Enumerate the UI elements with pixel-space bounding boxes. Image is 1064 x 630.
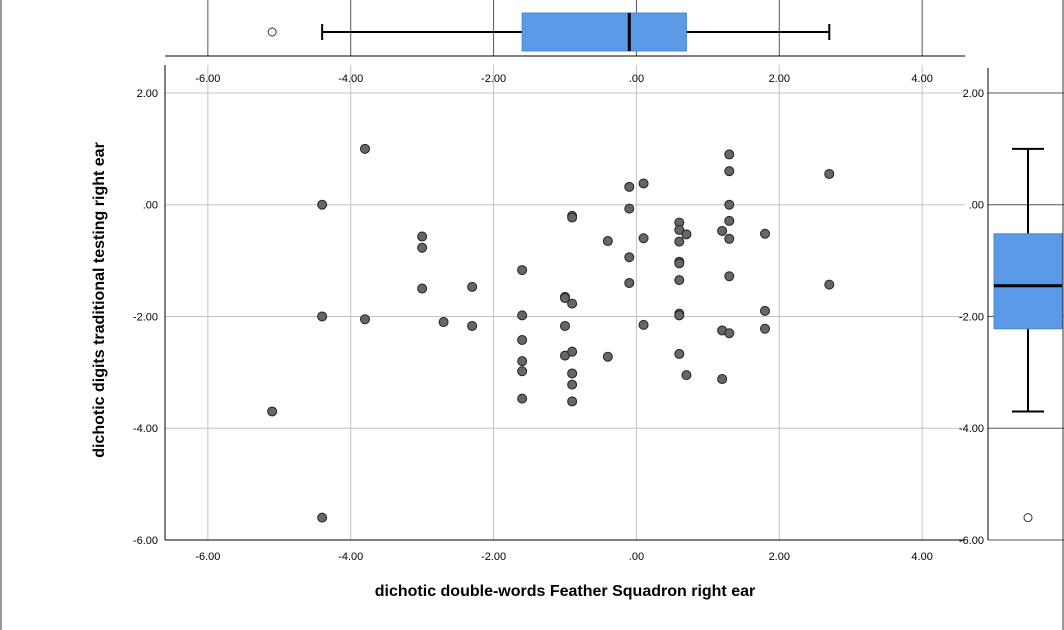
scatter-point [267,406,278,417]
right-tick-label: -6.00 [959,535,984,547]
scatter-point [674,310,685,321]
right-tick-label: -2.00 [959,311,984,323]
scatter-point [624,277,635,288]
scatter-point [724,328,735,339]
y-tick-label: -4.00 [133,423,158,435]
scatter-point [567,379,578,390]
scatter-point [517,265,528,276]
top-tick-label: -4.00 [338,73,363,85]
scatter-point [717,374,728,385]
scatter-points [267,143,835,523]
x-tick-labels: -6.00 -4.00 -2.00 .00 2.00 4.00 [195,551,933,563]
scatter-point [417,231,428,242]
scatter-point [760,305,770,316]
scatter-point [467,320,478,331]
scatter-point [824,168,835,179]
x-tick-label: .00 [629,551,644,563]
scatter-point [681,370,692,381]
right-tick-label: 2.00 [963,88,984,100]
scatter-point [724,215,735,226]
scatter-point [602,236,613,247]
scatter-point [517,366,528,377]
x-box [521,12,687,52]
scatter-point [724,233,735,244]
scatter-point [360,143,370,154]
scatter-point [567,346,578,357]
scatter-point [624,252,635,263]
scatter-point [674,236,685,247]
scatter-point [560,320,570,331]
scatter-point [681,229,692,240]
x-outlier [267,27,277,37]
scatter-point [560,293,570,304]
scatter-point [638,178,649,189]
scatter-point [417,242,428,253]
scatter-point [517,393,528,404]
top-tick-label: -2.00 [481,73,506,85]
scatter-point [674,258,685,269]
scatter-point [674,348,685,359]
scatter-point [567,368,578,379]
scatter-point [317,199,328,210]
scatter-point [317,512,328,523]
scatter-point [724,166,735,177]
scatter-point [567,298,578,309]
scatter-point [717,225,728,236]
scatter-point [517,356,528,367]
y-tick-labels: -6.00 -4.00 -2.00 .00 2.00 [133,88,158,547]
y-outlier [1023,513,1033,523]
y-tick-label: -6.00 [133,535,158,547]
y-box [993,233,1063,330]
y-tick-label: .00 [143,200,158,212]
scatter-point [438,317,449,328]
scatter-point [602,351,613,362]
right-tick-label: .00 [969,200,984,212]
scatter-point [674,224,685,235]
y-tick-label: -2.00 [133,311,158,323]
x-tick-label: -6.00 [195,551,220,563]
scatter-point [567,212,578,223]
scatter-point [567,396,578,407]
y-tick-label: 2.00 [137,88,158,100]
top-tick-label: 4.00 [911,73,932,85]
scatter-point [624,203,635,214]
scatter-point [417,283,428,294]
scatter-point [517,334,528,345]
x-boxplot [267,12,831,52]
top-tick-label: .00 [629,73,644,85]
top-box-tick-labels: -6.00 -4.00 -2.00 .00 2.00 4.00 [195,73,933,85]
right-tick-label: -4.00 [959,423,984,435]
right-box-tick-labels: -6.00 -4.00 -2.00 .00 2.00 [959,88,984,547]
scatter-point [360,314,370,325]
scatter-point [724,271,735,282]
x-axis-title: dichotic double-words Feather Squadron r… [375,583,755,600]
scatter-point [724,199,735,210]
y-axis-title: dichotic digits traditional testing righ… [91,142,108,458]
scatter-point [638,233,649,244]
scatter-point [824,279,835,290]
x-tick-label: -4.00 [338,551,363,563]
x-tick-label: 4.00 [911,551,932,563]
top-tick-label: -6.00 [195,73,220,85]
scatter-point [624,181,635,192]
top-tick-label: 2.00 [769,73,790,85]
scatter-point [638,319,649,330]
scatter-point [467,281,478,292]
scatter-point [760,228,770,239]
scatter-point [674,275,685,286]
scatter-point [317,311,328,322]
scatter-point [724,149,735,160]
x-tick-label: 2.00 [769,551,790,563]
scatter-point [517,310,528,321]
x-tick-label: -2.00 [481,551,506,563]
scatter-point [760,323,770,334]
y-boxplot [993,147,1063,523]
